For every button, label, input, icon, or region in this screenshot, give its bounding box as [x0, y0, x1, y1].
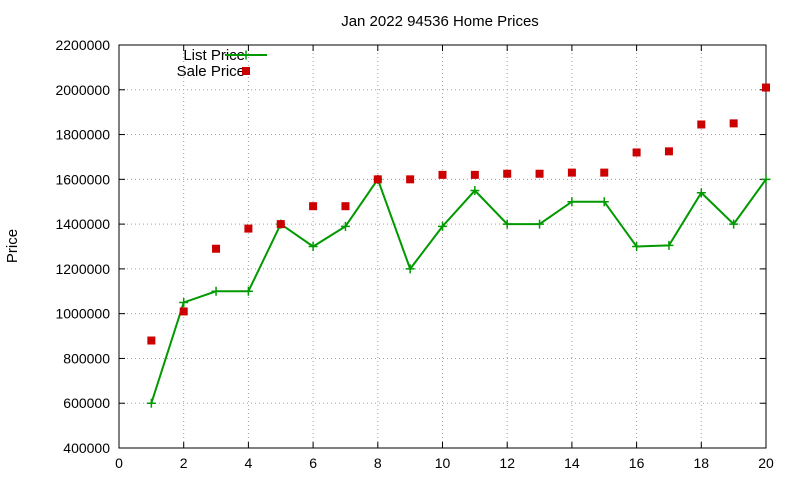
list-price-point — [696, 188, 706, 198]
legend-label: List Price — [183, 47, 245, 64]
list-price-point — [599, 197, 609, 207]
y-tick-label: 800000 — [63, 350, 110, 366]
x-tick-label: 12 — [499, 455, 515, 471]
list-price-point — [632, 242, 642, 251]
list-price-point — [146, 398, 156, 408]
x-tick-label: 20 — [758, 455, 774, 471]
y-axis-label: Price — [4, 229, 21, 263]
series-layer — [146, 83, 771, 408]
list-price-point — [761, 174, 771, 184]
chart-title: Jan 2022 94536 Home Prices — [341, 13, 539, 30]
x-tick-label: 16 — [629, 455, 645, 471]
sale-price-point — [373, 175, 382, 184]
sale-price-point — [535, 169, 544, 178]
series-list-price — [146, 174, 771, 408]
legend-label: Sale Price — [177, 63, 245, 80]
list-price-point — [438, 221, 447, 231]
list-price-point — [340, 221, 350, 231]
axis-ticks: 0 2 4 6 8 10 12 14 16 18 20 400000 600000 800000 10000… — [55, 37, 774, 471]
sale-price-point — [244, 224, 253, 233]
x-tick-label: 0 — [115, 455, 123, 471]
y-tick-label: 600000 — [63, 395, 110, 411]
list-price-point — [567, 197, 577, 207]
list-price-point — [502, 219, 512, 229]
sale-price-point — [762, 83, 770, 92]
y-tick-label: 400000 — [63, 440, 110, 456]
sale-price-point — [276, 220, 285, 229]
x-tick-label: 8 — [374, 455, 382, 471]
sale-price-point — [697, 120, 706, 129]
sale-price-point — [729, 119, 738, 128]
y-tick-label: 2200000 — [55, 37, 110, 53]
y-tick-label: 2000000 — [55, 82, 110, 98]
list-price-point — [405, 264, 415, 274]
sale-price-point — [503, 169, 512, 178]
sale-price-point — [147, 336, 156, 345]
series-sale-price — [147, 83, 770, 345]
sale-price-point — [438, 170, 447, 179]
sale-price-point — [341, 202, 350, 211]
x-tick-label: 4 — [245, 455, 253, 471]
y-tick-label: 1800000 — [55, 127, 110, 143]
list-price-line — [150, 177, 767, 404]
sale-price-point — [600, 168, 609, 177]
list-price-point — [179, 297, 189, 307]
y-tick-label: 1400000 — [55, 216, 110, 232]
legend-plus-swatch — [241, 50, 251, 60]
sale-price-point — [179, 307, 188, 316]
list-price-point — [243, 286, 253, 296]
list-price-point — [535, 219, 545, 229]
list-price-point — [470, 186, 480, 196]
y-tick-label: 1000000 — [55, 306, 110, 322]
list-price-point — [729, 219, 739, 229]
sale-price-point — [212, 244, 221, 253]
y-tick-label: 1200000 — [55, 261, 110, 277]
x-tick-label: 10 — [435, 455, 451, 471]
list-price-point — [664, 240, 674, 250]
sale-price-point — [470, 170, 479, 179]
sale-price-point — [309, 202, 318, 211]
x-tick-label: 6 — [309, 455, 317, 471]
x-tick-label: 18 — [694, 455, 710, 471]
sale-price-point — [632, 148, 641, 157]
sale-price-point — [406, 175, 415, 184]
legend-square-swatch — [242, 67, 250, 75]
x-tick-label: 2 — [180, 455, 188, 471]
y-tick-label: 1600000 — [55, 171, 110, 187]
list-price-point — [308, 242, 318, 251]
sale-price-point — [664, 147, 673, 156]
x-tick-label: 14 — [564, 455, 580, 471]
list-price-point — [211, 286, 221, 296]
sale-price-point — [567, 168, 576, 177]
